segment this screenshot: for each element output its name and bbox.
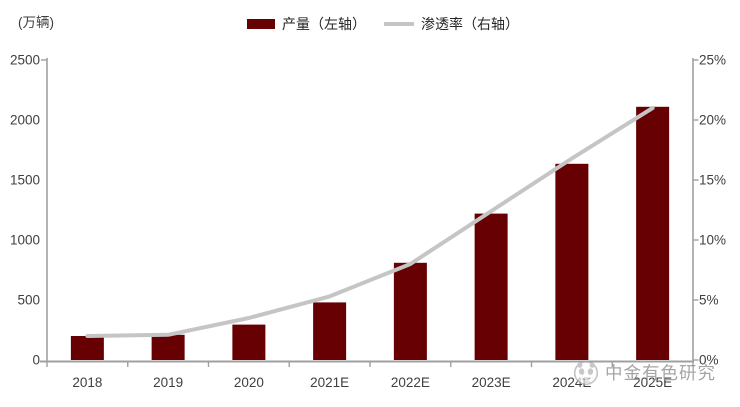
left-axis-unit-label: (万辆) [18, 15, 54, 30]
left-axis-tick-label: 500 [17, 293, 40, 308]
legend: 产量（左轴） 渗透率（右轴） [247, 13, 519, 35]
left-axis-tick-label: 0 [32, 353, 40, 368]
legend-line-swatch [384, 22, 414, 26]
bar-2021E [313, 302, 347, 360]
right-axis-tick-label: 25% [699, 53, 726, 68]
x-axis-label-2021E: 2021E [310, 375, 349, 390]
bar-2025E [636, 106, 670, 360]
x-axis-label-2025E: 2025E [633, 375, 672, 390]
bar-2018 [70, 336, 104, 360]
bar-2024E [555, 163, 589, 360]
x-axis-label-2020: 2020 [234, 375, 264, 390]
right-axis-tick-label: 5% [699, 293, 719, 308]
right-axis-tick-label: 10% [699, 233, 726, 248]
legend-line-label: 渗透率（右轴） [421, 16, 519, 32]
legend-bar-swatch [247, 19, 275, 29]
x-axis-label-2022E: 2022E [391, 375, 430, 390]
right-axis-tick-label: 0% [699, 353, 719, 368]
bar-2022E [393, 262, 427, 360]
x-axis-label-2023E: 2023E [472, 375, 511, 390]
penetration-line [85, 106, 655, 338]
legend-bar-label: 产量（左轴） [282, 16, 366, 32]
right-axis-tick-label: 20% [699, 113, 726, 128]
left-axis-tick-label: 2000 [10, 113, 40, 128]
left-axis-tick-label: 2500 [10, 53, 40, 68]
bar-2023E [474, 213, 508, 360]
right-axis-tick-label: 15% [699, 173, 726, 188]
left-axis-tick-label: 1500 [10, 173, 40, 188]
x-axis-label-2019: 2019 [153, 375, 183, 390]
bar-2020 [232, 324, 266, 360]
x-axis-label-2018: 2018 [72, 375, 102, 390]
bar-2019 [151, 334, 185, 360]
left-axis-tick-label: 1000 [10, 233, 40, 248]
x-axis-label-2024E: 2024E [552, 375, 591, 390]
